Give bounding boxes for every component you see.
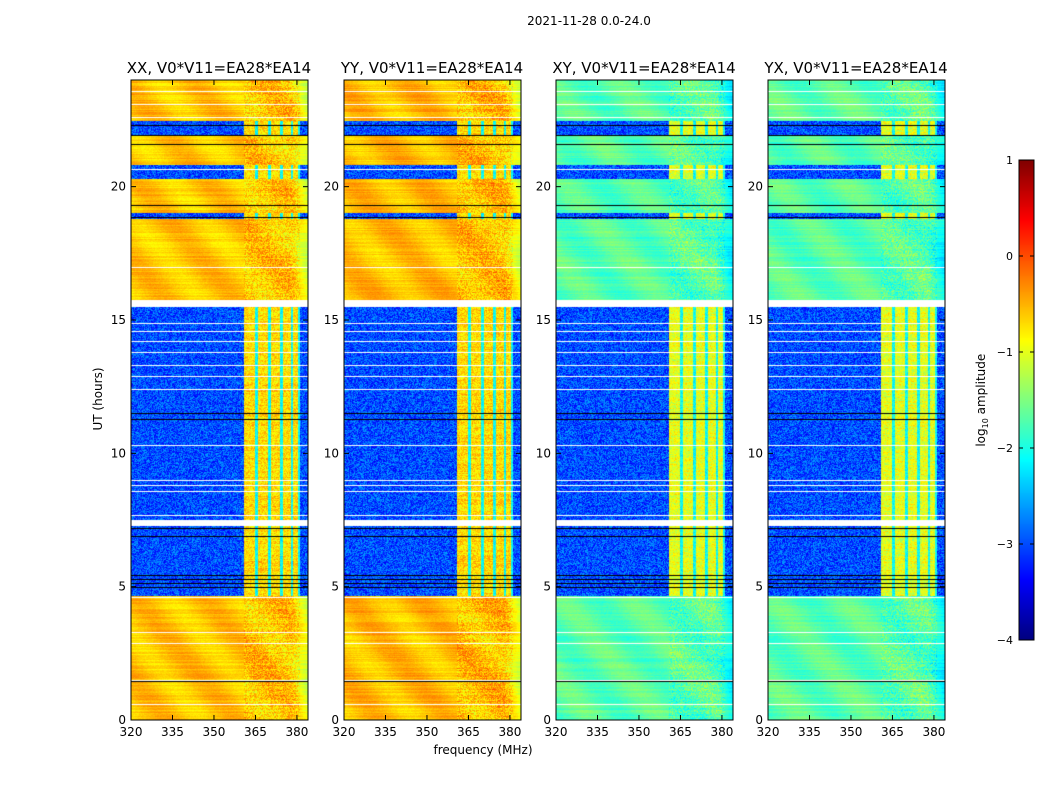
x-tick-label: 350 (628, 725, 651, 739)
waterfall-panel: 320 335 350 365 380 0 5 10 15 20 (748, 79, 946, 739)
x-tick-label: 350 (203, 725, 226, 739)
axes-frame (555, 79, 734, 721)
y-tick-label: 20 (748, 180, 763, 194)
y-tick-label: 5 (543, 580, 551, 594)
panel-axes: 320 335 350 365 380 0 5 10 15 20 (111, 79, 309, 739)
x-tick-label: 365 (881, 725, 904, 739)
y-tick-label: 15 (324, 313, 339, 327)
y-tick-label: 20 (324, 180, 339, 194)
y-tick-label: 10 (111, 446, 126, 460)
panel-title: YX, V0*V11=EA28*EA14 (764, 59, 948, 77)
axes-frame (767, 79, 946, 721)
figure-title: 2021-11-28 0.0-24.0 (527, 14, 651, 28)
colorbar-label-rest: amplitude (973, 353, 988, 419)
waterfall-panel: 320 335 350 365 380 0 5 10 15 20 (536, 79, 734, 739)
x-tick-label: 320 (545, 725, 568, 739)
y-axis-label: UT (hours) (91, 367, 105, 431)
y-tick-label: 10 (324, 446, 339, 460)
x-tick-label: 350 (416, 725, 439, 739)
x-tick-label: 365 (669, 725, 692, 739)
axes-frame (130, 79, 309, 721)
x-tick-label: 380 (922, 725, 945, 739)
x-tick-label: 380 (285, 725, 308, 739)
colorbar-tick-label: −2 (997, 442, 1013, 455)
x-tick-label: 335 (374, 725, 397, 739)
heatmap (768, 80, 945, 720)
colorbar-label-log: log (973, 428, 988, 447)
axes-frame (343, 79, 522, 721)
x-tick-label: 365 (457, 725, 480, 739)
y-tick-label: 15 (748, 313, 763, 327)
panel-title: XY, V0*V11=EA28*EA14 (552, 59, 736, 77)
waterfall-panel: 320 335 350 365 380 0 5 10 15 20 (111, 79, 309, 739)
y-tick-label: 20 (111, 180, 126, 194)
panel-axes: 320 335 350 365 380 0 5 10 15 20 (748, 79, 946, 739)
heatmap (131, 80, 308, 720)
colorbar-tick-label: −3 (997, 538, 1013, 551)
panel-axes: 320 335 350 365 380 0 5 10 15 20 (536, 79, 734, 739)
x-tick-label: 380 (710, 725, 733, 739)
panel-axes: 320 335 350 365 380 0 5 10 15 20 (324, 79, 522, 739)
heatmap (344, 80, 521, 720)
panel-title: XX, V0*V11=EA28*EA14 (126, 59, 312, 77)
y-tick-label: 0 (118, 713, 126, 727)
panel-title: YY, V0*V11=EA28*EA14 (340, 59, 524, 77)
y-tick-label: 15 (111, 313, 126, 327)
x-tick-label: 350 (840, 725, 863, 739)
x-tick-label: 365 (244, 725, 267, 739)
x-tick-label: 320 (120, 725, 143, 739)
y-tick-label: 10 (536, 446, 551, 460)
y-tick-label: 0 (543, 713, 551, 727)
colorbar-tick-label: −1 (997, 346, 1013, 359)
colorbar-label-sub: 10 (981, 418, 991, 429)
colorbar-tick-label: 1 (1006, 154, 1013, 167)
y-tick-label: 0 (331, 713, 339, 727)
colorbar (1019, 160, 1034, 640)
heatmap (556, 80, 733, 720)
y-tick-label: 5 (331, 580, 339, 594)
x-tick-label: 320 (333, 725, 356, 739)
colorbar-tick-label: −4 (997, 634, 1013, 647)
x-tick-label: 335 (798, 725, 821, 739)
x-tick-label: 320 (757, 725, 780, 739)
y-tick-label: 0 (755, 713, 763, 727)
y-tick-label: 5 (118, 580, 126, 594)
x-tick-label: 335 (586, 725, 609, 739)
waterfall-panel: 320 335 350 365 380 0 5 10 15 20 (324, 79, 522, 739)
y-tick-label: 20 (536, 180, 551, 194)
colorbar-tick-label: 0 (1006, 250, 1013, 263)
colorbar-label: log10 amplitude (974, 340, 990, 460)
y-tick-label: 10 (748, 446, 763, 460)
y-tick-label: 15 (536, 313, 551, 327)
x-tick-label: 335 (161, 725, 184, 739)
x-axis-label: frequency (MHz) (433, 743, 533, 757)
y-tick-label: 5 (755, 580, 763, 594)
x-tick-label: 380 (498, 725, 521, 739)
